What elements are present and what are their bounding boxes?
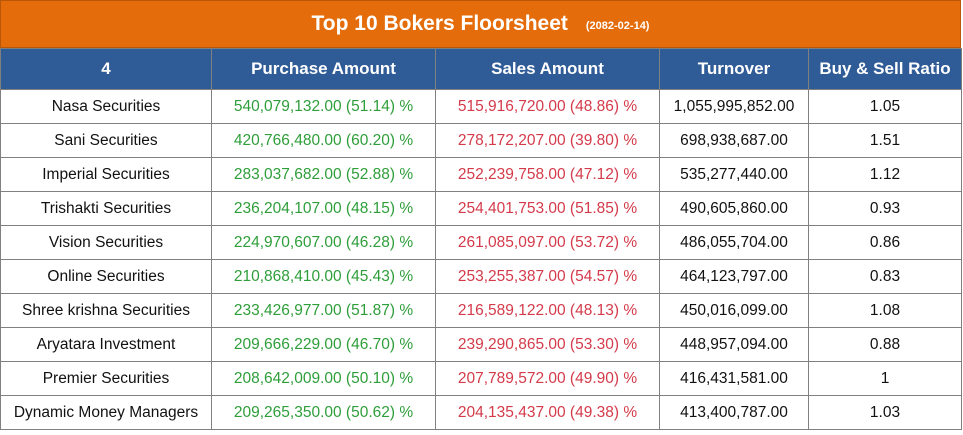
broker-name: Online Securities — [0, 259, 212, 294]
column-header-ratio: Buy & Sell Ratio — [808, 48, 962, 90]
sales-amount: 207,789,572.00 (49.90) % — [435, 361, 660, 396]
buy-sell-ratio: 1.03 — [808, 395, 962, 430]
buy-sell-ratio: 0.86 — [808, 225, 962, 260]
turnover: 535,277,440.00 — [659, 157, 809, 192]
broker-name: Dynamic Money Managers — [0, 395, 212, 430]
sales-amount: 261,085,097.00 (53.72) % — [435, 225, 660, 260]
purchase-amount: 210,868,410.00 (45.43) % — [211, 259, 436, 294]
column-header-purchase: Purchase Amount — [211, 48, 436, 90]
purchase-amount: 283,037,682.00 (52.88) % — [211, 157, 436, 192]
purchase-amount: 420,766,480.00 (60.20) % — [211, 123, 436, 158]
purchase-amount: 236,204,107.00 (48.15) % — [211, 191, 436, 226]
sales-amount: 253,255,387.00 (54.57) % — [435, 259, 660, 294]
sales-amount: 254,401,753.00 (51.85) % — [435, 191, 660, 226]
sales-amount: 515,916,720.00 (48.86) % — [435, 89, 660, 124]
broker-name: Shree krishna Securities — [0, 293, 212, 328]
column-header-sales: Sales Amount — [435, 48, 660, 90]
table-header-row: 4 Purchase Amount Sales Amount Turnover … — [0, 48, 962, 90]
table-row: Vision Securities 224,970,607.00 (46.28)… — [0, 225, 962, 260]
buy-sell-ratio: 0.88 — [808, 327, 962, 362]
purchase-amount: 224,970,607.00 (46.28) % — [211, 225, 436, 260]
turnover: 1,055,995,852.00 — [659, 89, 809, 124]
column-header-rank: 4 — [0, 48, 212, 90]
sales-amount: 216,589,122.00 (48.13) % — [435, 293, 660, 328]
broker-table: 4 Purchase Amount Sales Amount Turnover … — [0, 48, 962, 430]
broker-name: Premier Securities — [0, 361, 212, 396]
purchase-amount: 209,265,350.00 (50.62) % — [211, 395, 436, 430]
buy-sell-ratio: 0.93 — [808, 191, 962, 226]
broker-name: Trishakti Securities — [0, 191, 212, 226]
purchase-amount: 233,426,977.00 (51.87) % — [211, 293, 436, 328]
title-bar: Top 10 Bokers Floorsheet (2082-02-14) — [0, 0, 961, 48]
buy-sell-ratio: 1.05 — [808, 89, 962, 124]
turnover: 413,400,787.00 — [659, 395, 809, 430]
turnover: 698,938,687.00 — [659, 123, 809, 158]
turnover: 416,431,581.00 — [659, 361, 809, 396]
table-row: Online Securities 210,868,410.00 (45.43)… — [0, 259, 962, 294]
table-row: Nasa Securities 540,079,132.00 (51.14) %… — [0, 89, 962, 124]
broker-name: Vision Securities — [0, 225, 212, 260]
turnover: 490,605,860.00 — [659, 191, 809, 226]
turnover: 450,016,099.00 — [659, 293, 809, 328]
table-row: Shree krishna Securities 233,426,977.00 … — [0, 293, 962, 328]
table-row: Premier Securities 208,642,009.00 (50.10… — [0, 361, 962, 396]
table-row: Aryatara Investment 209,666,229.00 (46.7… — [0, 327, 962, 362]
turnover: 448,957,094.00 — [659, 327, 809, 362]
table-row: Dynamic Money Managers 209,265,350.00 (5… — [0, 395, 962, 430]
sales-amount: 278,172,207.00 (39.80) % — [435, 123, 660, 158]
table-row: Imperial Securities 283,037,682.00 (52.8… — [0, 157, 962, 192]
table-row: Trishakti Securities 236,204,107.00 (48.… — [0, 191, 962, 226]
sales-amount: 239,290,865.00 (53.30) % — [435, 327, 660, 362]
buy-sell-ratio: 1.12 — [808, 157, 962, 192]
sales-amount: 252,239,758.00 (47.12) % — [435, 157, 660, 192]
sales-amount: 204,135,437.00 (49.38) % — [435, 395, 660, 430]
table-row: Sani Securities 420,766,480.00 (60.20) %… — [0, 123, 962, 158]
broker-name: Sani Securities — [0, 123, 212, 158]
purchase-amount: 540,079,132.00 (51.14) % — [211, 89, 436, 124]
page-title: Top 10 Bokers Floorsheet — [311, 12, 568, 35]
turnover: 486,055,704.00 — [659, 225, 809, 260]
turnover: 464,123,797.00 — [659, 259, 809, 294]
purchase-amount: 208,642,009.00 (50.10) % — [211, 361, 436, 396]
buy-sell-ratio: 1.08 — [808, 293, 962, 328]
broker-name: Aryatara Investment — [0, 327, 212, 362]
purchase-amount: 209,666,229.00 (46.70) % — [211, 327, 436, 362]
buy-sell-ratio: 1 — [808, 361, 962, 396]
report-date: (2082-02-14) — [585, 20, 650, 32]
column-header-turnover: Turnover — [659, 48, 809, 90]
broker-name: Nasa Securities — [0, 89, 212, 124]
buy-sell-ratio: 1.51 — [808, 123, 962, 158]
broker-name: Imperial Securities — [0, 157, 212, 192]
buy-sell-ratio: 0.83 — [808, 259, 962, 294]
